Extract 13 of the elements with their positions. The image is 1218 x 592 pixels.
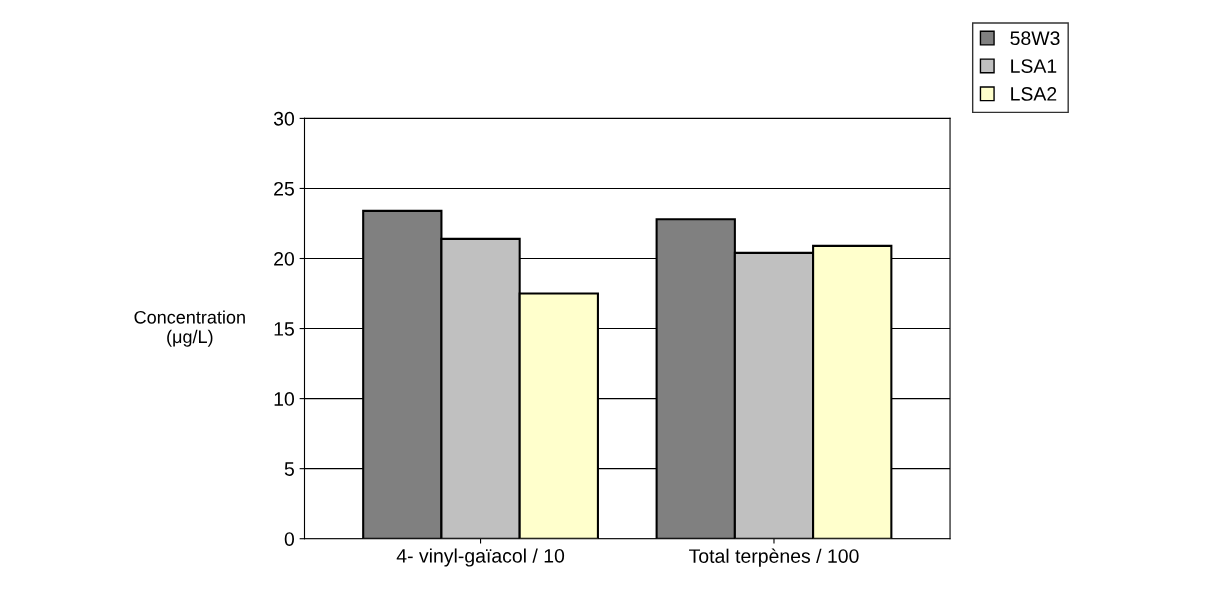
legend-label: 58W3 <box>1010 31 1060 46</box>
y-tick-label: 20 <box>274 251 295 266</box>
y-tick-label: 15 <box>274 322 294 336</box>
legend-label: LSA1 <box>1011 59 1057 73</box>
y-axis-title: Concentration (μg/L) <box>134 310 245 347</box>
legend-label: LSA2 <box>1011 87 1057 101</box>
y-tick-label: 5 <box>284 462 294 476</box>
y-tick-label: 0 <box>284 532 295 546</box>
y-tick-label: 25 <box>274 181 294 196</box>
x-tick-label: Total terpènes / 100 <box>689 548 859 567</box>
y-tick-label: 10 <box>274 392 295 406</box>
x-tick-label: 4- vinyl-gaïacol / 10 <box>396 548 565 567</box>
y-tick-label: 30 <box>273 111 295 126</box>
